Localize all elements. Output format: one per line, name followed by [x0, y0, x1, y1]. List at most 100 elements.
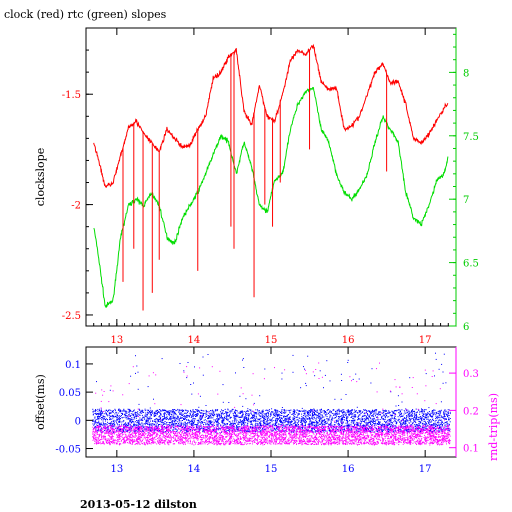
point: [172, 420, 173, 422]
point-outlier: [207, 354, 209, 355]
point: [386, 421, 388, 423]
point: [441, 416, 443, 418]
point: [304, 415, 306, 417]
point: [322, 420, 324, 422]
point: [288, 418, 290, 420]
point: [259, 427, 261, 429]
point: [416, 418, 418, 420]
point: [263, 424, 265, 426]
point: [173, 423, 174, 425]
point: [103, 416, 105, 418]
point: [203, 413, 205, 415]
point: [311, 424, 313, 426]
point: [398, 419, 400, 420]
point: [212, 423, 214, 425]
point: [299, 417, 301, 419]
point: [178, 423, 180, 425]
point: [212, 414, 214, 416]
point: [158, 410, 160, 412]
point: [186, 419, 188, 421]
point: [393, 411, 395, 413]
point: [270, 420, 272, 421]
point: [375, 412, 377, 414]
point: [444, 416, 446, 418]
point: [422, 410, 424, 412]
point: [155, 415, 157, 417]
point-outlier: [326, 360, 328, 362]
point: [128, 424, 130, 426]
point: [446, 413, 448, 415]
point: [233, 416, 235, 418]
point: [285, 429, 287, 431]
point: [440, 422, 442, 424]
point: [445, 426, 447, 428]
point: [431, 410, 433, 412]
point: [306, 443, 308, 445]
point: [255, 412, 257, 414]
point: [348, 415, 350, 416]
point: [388, 419, 390, 421]
point: [180, 422, 182, 424]
point: [294, 425, 296, 427]
point: [111, 411, 113, 412]
point: [186, 435, 188, 436]
point: [306, 410, 308, 412]
point: [394, 438, 396, 440]
point: [443, 415, 445, 417]
point: [135, 433, 136, 435]
point: [435, 411, 437, 413]
point: [147, 410, 149, 411]
point: [254, 412, 256, 413]
point: [219, 440, 220, 442]
point: [227, 418, 229, 420]
point: [434, 430, 436, 431]
point: [127, 425, 128, 427]
point: [182, 410, 183, 412]
point: [365, 416, 367, 418]
point: [360, 430, 361, 432]
point: [129, 421, 131, 423]
point: [211, 426, 213, 428]
point: [267, 423, 269, 425]
point: [115, 430, 117, 432]
point: [97, 417, 99, 419]
point: [284, 425, 286, 427]
point: [420, 431, 422, 433]
point: [301, 423, 303, 425]
point: [199, 429, 201, 431]
point: [410, 419, 412, 420]
point: [216, 413, 218, 415]
point: [226, 414, 228, 416]
point: [311, 409, 313, 411]
point: [414, 418, 416, 420]
point: [293, 413, 295, 415]
point: [284, 415, 286, 417]
point: [441, 425, 443, 426]
point: [387, 425, 388, 427]
point: [398, 412, 400, 414]
point: [319, 421, 321, 423]
point: [230, 422, 232, 424]
point: [177, 440, 179, 441]
point: [329, 414, 331, 416]
point: [170, 418, 172, 420]
point: [205, 410, 207, 412]
point: [182, 413, 184, 415]
point: [107, 426, 109, 428]
point: [304, 427, 306, 429]
point: [256, 417, 258, 419]
point: [379, 424, 381, 426]
point: [256, 413, 258, 415]
point: [218, 427, 220, 429]
point: [139, 409, 141, 411]
point: [149, 425, 150, 427]
point: [107, 430, 109, 432]
point: [164, 414, 165, 416]
point: [364, 415, 366, 417]
point: [433, 428, 434, 430]
point: [259, 421, 261, 423]
point: [218, 435, 220, 437]
point: [411, 410, 413, 412]
point: [260, 412, 262, 414]
point: [399, 416, 401, 418]
